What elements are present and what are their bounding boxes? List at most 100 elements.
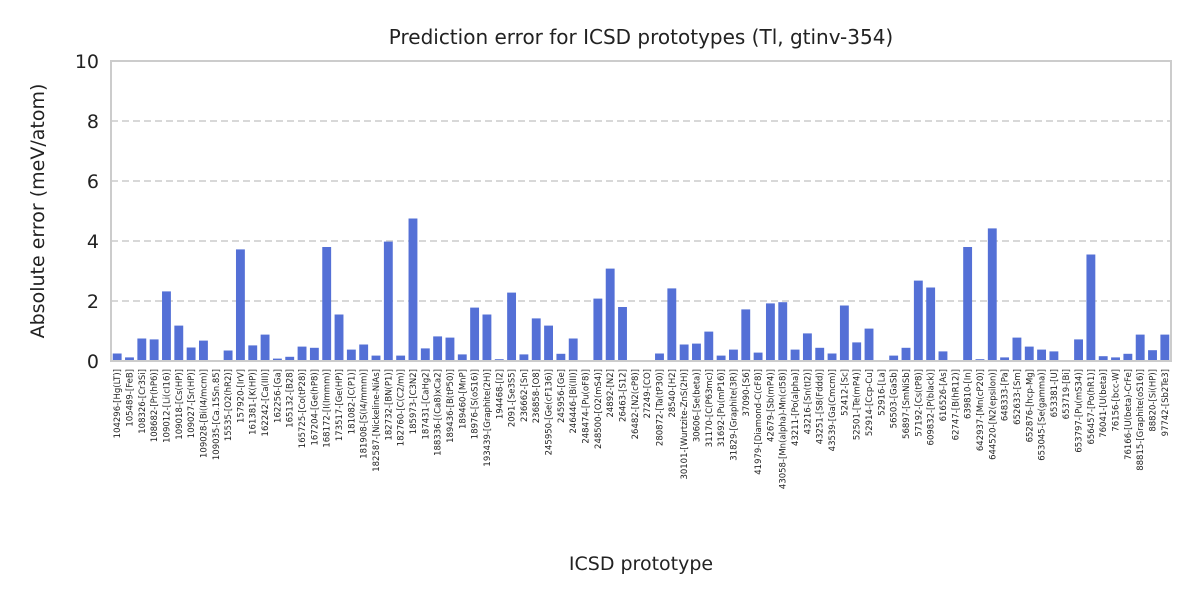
x-tick-label: 27249-[CO] [643,369,653,418]
x-tick-label: 648333-[Pa] [1001,369,1011,421]
bar [1012,337,1022,361]
chart-title: Prediction error for ICSD prototypes (Tl… [389,25,893,49]
bar [309,347,319,361]
x-tick-label: 104296-[Hg(LT)] [113,369,123,438]
bar [926,287,936,361]
x-tick-labels: 104296-[Hg(LT)] 105489-[FeB] 108326-[Cr3Si… [113,369,1171,489]
bar [913,280,923,361]
x-tick-label: 24892-[N2] [606,369,616,418]
bar [235,249,245,361]
x-tick-label: 182732-[BN(P1)] [384,369,394,441]
bar [889,355,899,361]
y-tick-label: 8 [87,111,99,133]
x-tick-label: 652633-[Sm] [1013,369,1023,425]
bar [260,334,270,361]
bar [112,353,122,361]
x-tick-label: 181908-[S(I4/mmm)] [360,369,370,459]
x-tick-label: 642937-[Mn(cP20)] [976,369,986,451]
x-tick-label: 52412-[Sc] [840,369,850,416]
bar [149,339,159,361]
x-tick-label: 280872-[Ta(tP30)] [655,369,665,446]
x-tick-label: 189436-[B(tP50)] [446,369,456,443]
bar [692,343,701,361]
x-tick-label: 31829-[Graphite(3R)] [729,369,739,461]
x-tick-label: 43216-[Sn(tI2)] [803,369,813,434]
x-tick-label: 28540-[H2] [668,369,678,418]
bar [334,314,344,361]
y-tick-label: 4 [87,231,99,253]
bar [531,318,541,361]
x-tick-label: 157920-[IrV] [236,369,246,423]
x-tick-label: 31170-[C(P63mc)] [705,369,715,447]
bar [679,344,689,361]
bar [1123,353,1133,361]
x-tick-label: 162242-[Ca(III)] [261,369,271,436]
x-tick-label: 109035-[Ca.15Sn.85] [212,369,222,460]
bars [112,218,1170,361]
x-tick-label: 43211-[Po(alpha)] [791,369,801,446]
bar [248,345,258,361]
x-tick-label: 189460-[MnP] [458,369,468,429]
x-tick-label: 42679-[Sb(mP4)] [766,369,776,442]
x-tick-label: 165725-[Co(tP28)] [298,369,308,448]
plot-frame [110,60,1172,362]
bar [1111,357,1120,361]
bar [408,218,418,361]
x-tick-label: 652876-[hcp-Mg] [1025,369,1035,442]
x-tick-label: 644520-[N2(epsilon)] [988,369,998,460]
x-tick-label: 653045-[Se(gamma)] [1038,369,1048,461]
x-tick-label: 56897-[SmNiSb] [902,369,912,439]
bar [938,351,948,361]
bar [470,307,480,361]
x-tick-label: 162256-[Ga] [273,369,283,423]
x-tick-label: 165132-[B28] [286,369,296,428]
x-tick-label: 26482-[N2(cP8)] [631,369,641,439]
x-tick-label: 193439-[Graphite(2H)] [483,369,493,467]
bar [199,340,208,361]
bar [297,346,307,361]
bar [482,314,492,361]
x-tick-label: 609832-[P(black)] [927,369,937,445]
bar [605,268,615,361]
bar [778,302,788,361]
x-tick-label: 88815-[Graphite(oS16)] [1136,369,1146,471]
y-tick-label: 2 [87,291,99,313]
x-tick-label: 653719-[Bi] [1062,369,1072,419]
x-tick-label: 76156-[bcc-W] [1112,369,1122,432]
bar [753,352,763,361]
bar [137,338,147,361]
bar [1086,254,1096,361]
y-axis-label: Absolute error (meV/atom) [27,84,49,339]
x-tick-label: 30606-[Se(beta)] [692,369,702,442]
bar [186,347,196,361]
bar [827,353,837,361]
bar [618,307,627,361]
bar [1135,334,1145,361]
bar [1160,334,1170,361]
y-tick-label: 0 [87,351,99,373]
x-tick-label: 15535-[O2(hR2)] [224,369,234,441]
x-tick-label: 88820-[Si(HP)] [1149,369,1159,432]
x-tick-label: 2091-[Se3S5] [508,369,518,427]
x-tick-label: 76166-[U(beta)-CrFe] [1124,369,1134,460]
bar [396,355,406,361]
x-tick-label: 182760-[C(C2/m)] [397,369,407,446]
bar [790,349,800,361]
x-tick-label: 52916-[La] [877,369,887,416]
grid-lines [111,120,1171,302]
x-tick-label: 248500-[O2(mS4)] [594,369,604,449]
bar [802,333,812,361]
bar [655,353,664,361]
x-axis-label: ICSD prototype [569,553,713,575]
x-tick-label: 52501-[Te(mP4)] [853,369,863,440]
bar [839,305,849,361]
x-tick-label: 109018-[Cs(HP)] [175,369,185,440]
x-tick-label: 76041-[U(beta)] [1099,369,1109,438]
x-tick-label: 173517-[Ge(HP)] [335,369,345,441]
bar [162,291,171,361]
y-tick-label: 10 [75,51,99,73]
bar [433,336,443,361]
x-tick-label: 109027-[Sr(HP)] [187,369,197,438]
bar [716,355,726,361]
bar [1049,351,1059,361]
